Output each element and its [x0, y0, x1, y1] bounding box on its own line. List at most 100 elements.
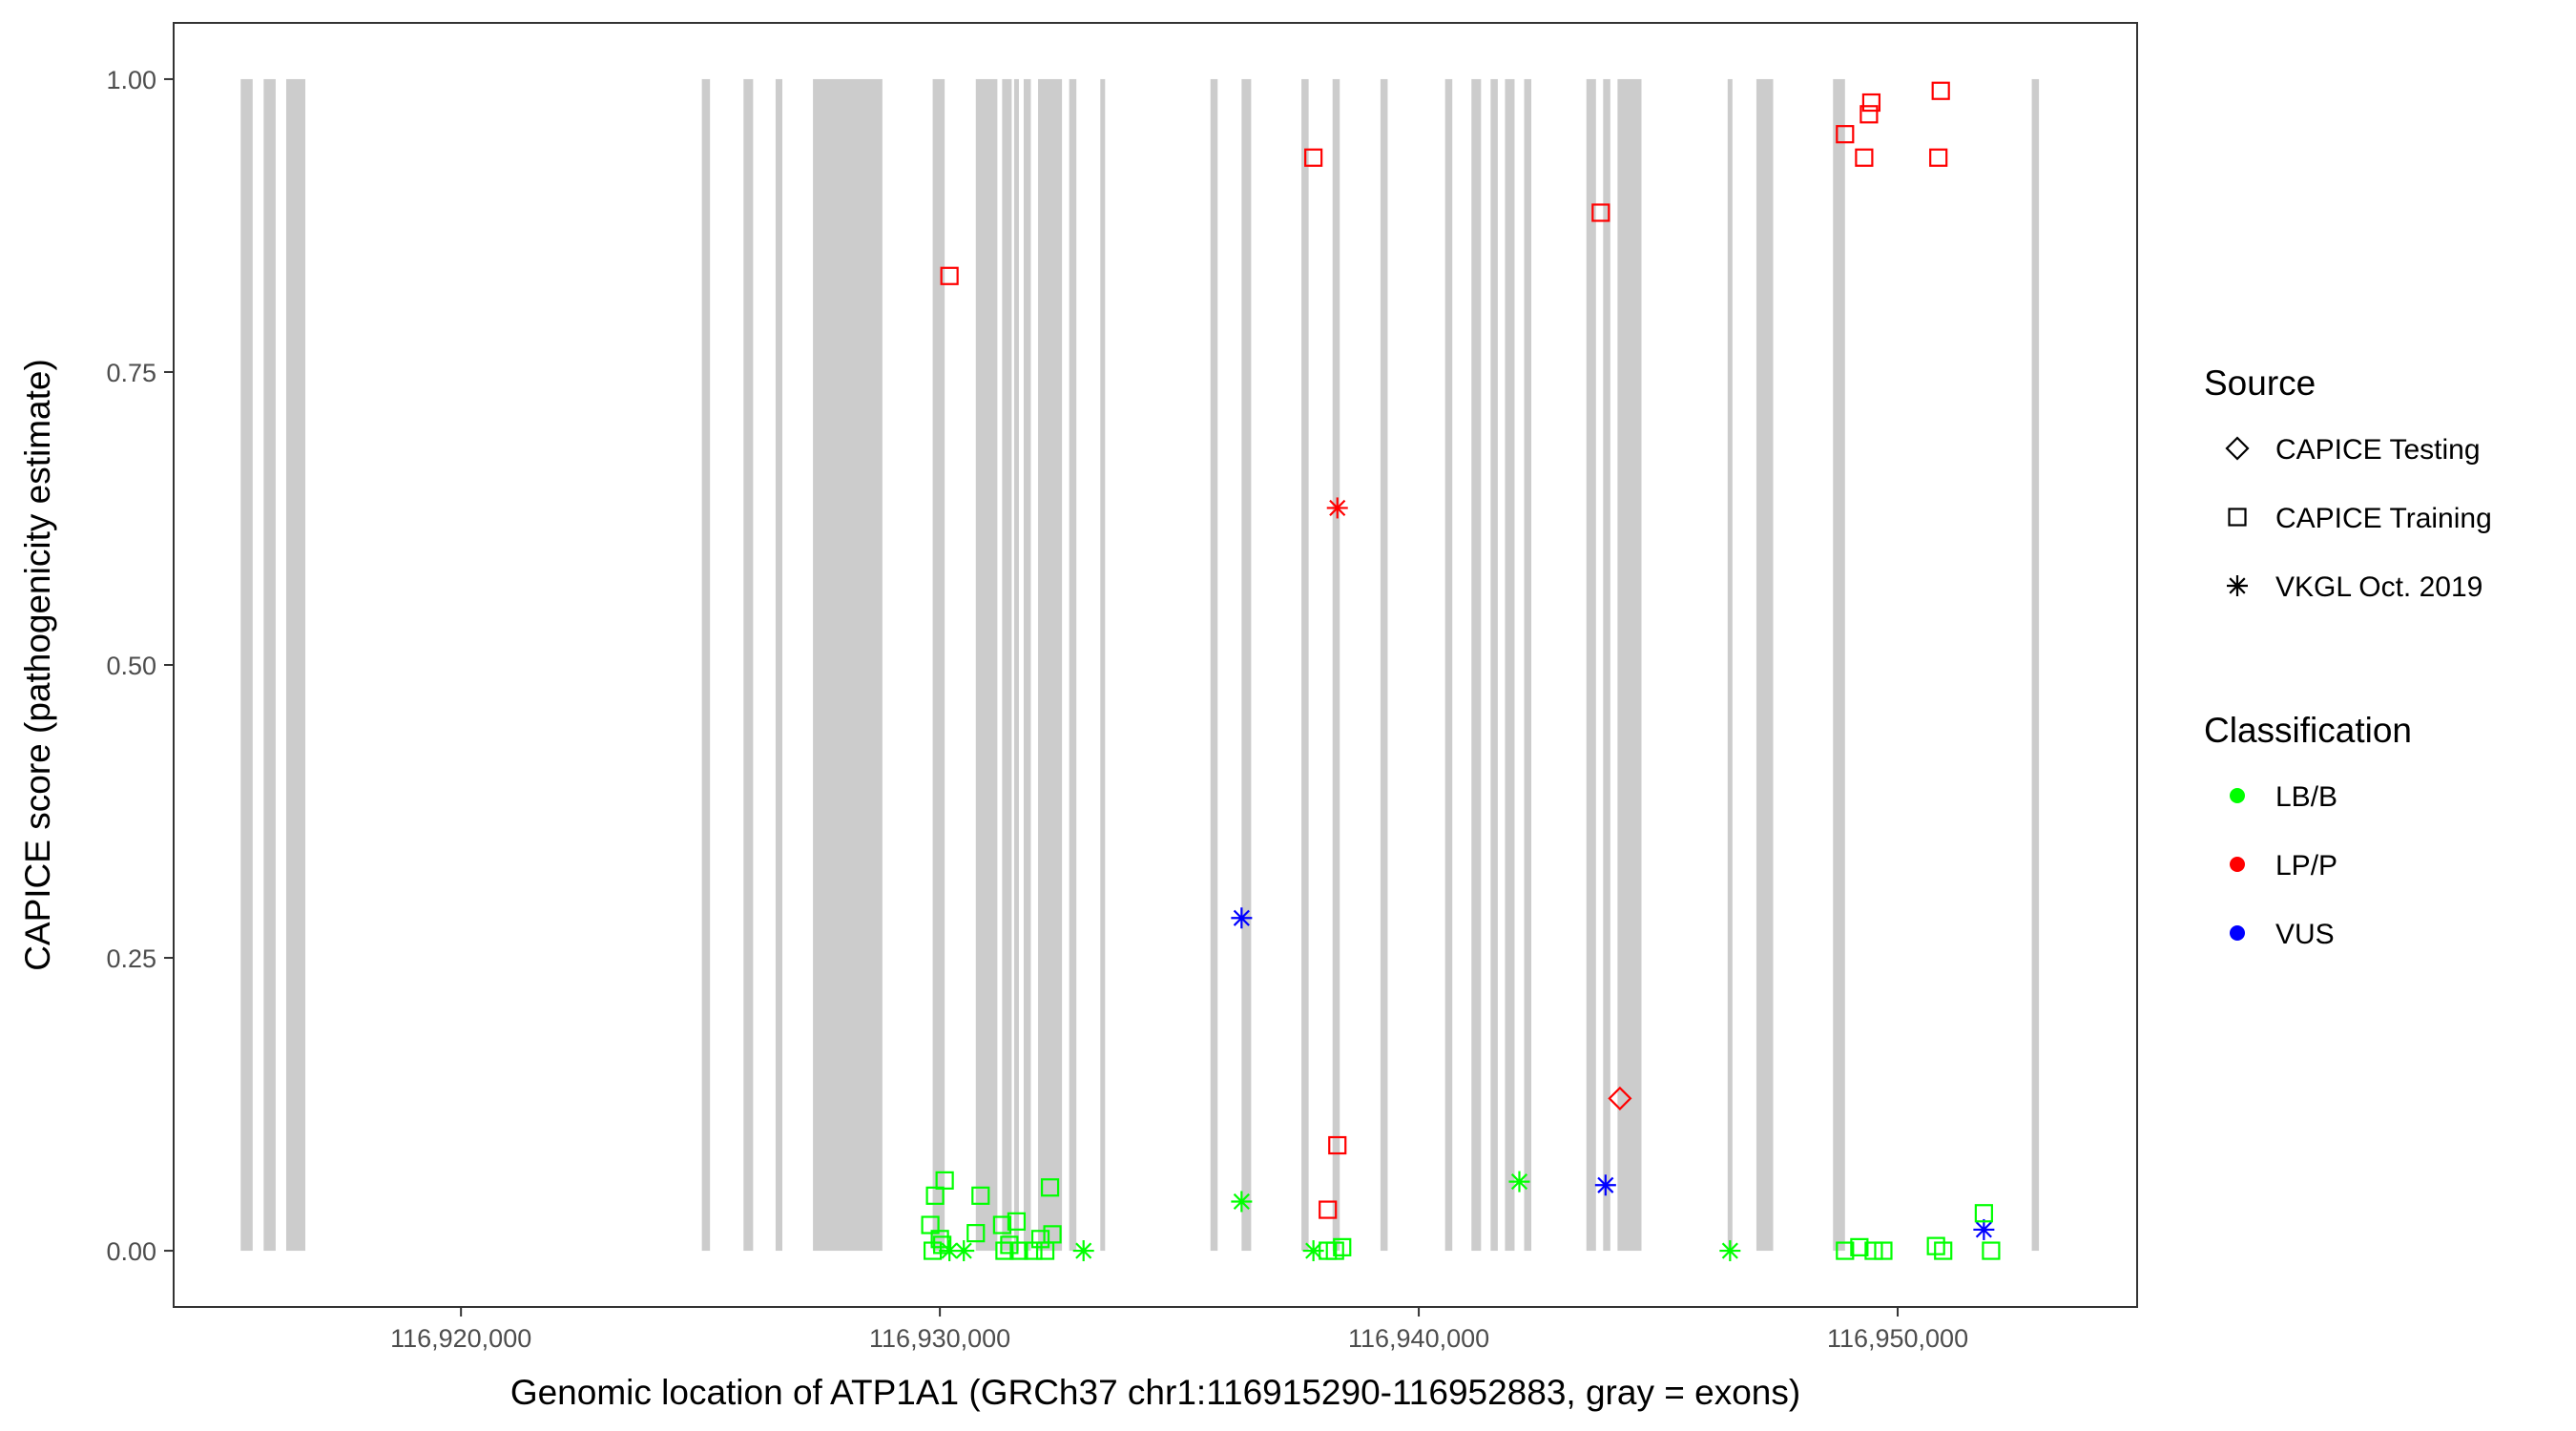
- data-point: [1594, 1174, 1616, 1196]
- data-point: [1009, 1241, 1028, 1260]
- points-layer: [921, 81, 2001, 1262]
- x-axis-title: Genomic location of ATP1A1 (GRCh37 chr1:…: [510, 1373, 1800, 1412]
- data-point: [1231, 1191, 1253, 1213]
- data-point: [925, 1186, 945, 1205]
- exon-band: [975, 78, 998, 1252]
- exon-band: [1603, 78, 1610, 1252]
- data-point: [1982, 1241, 2001, 1260]
- exon-band: [1069, 78, 1077, 1252]
- data-point: [1836, 1241, 1855, 1260]
- y-axis-title: CAPICE score (pathogenicity estimate): [18, 359, 57, 971]
- y-axis: 0.00 0.25 0.50 0.75 1.00: [106, 66, 174, 1266]
- exon-band: [1490, 78, 1498, 1252]
- data-point: [1326, 497, 1348, 519]
- data-point: [992, 1215, 1011, 1234]
- data-point: [1608, 1086, 1632, 1110]
- data-point: [1328, 1135, 1347, 1155]
- data-point: [1974, 1204, 1993, 1223]
- exon-band: [285, 78, 306, 1252]
- legend-key-square: [2228, 508, 2247, 527]
- exon-band: [1332, 78, 1340, 1252]
- legend-source-label: VKGL Oct. 2019: [2275, 571, 2483, 603]
- x-tick-label: 116,940,000: [1348, 1324, 1489, 1353]
- data-point: [1931, 81, 1950, 100]
- exon-band: [1755, 78, 1774, 1252]
- data-point: [1859, 105, 1879, 124]
- data-point: [1861, 93, 1881, 113]
- data-point: [1072, 1240, 1094, 1262]
- data-point: [1231, 907, 1253, 929]
- legend-class-label: LP/P: [2275, 850, 2337, 881]
- data-point: [1850, 1237, 1869, 1256]
- data-point: [966, 1224, 986, 1243]
- exon-band: [813, 78, 883, 1252]
- legend-key-dot: [2230, 925, 2245, 941]
- legend-source-label: CAPICE Testing: [2275, 434, 2481, 466]
- exon-band: [1471, 78, 1482, 1252]
- data-point: [933, 1235, 952, 1255]
- legend-source-items: CAPICE Testing CAPICE Training VKGL Oct. 2…: [2225, 434, 2492, 603]
- exon-band: [2031, 78, 2040, 1252]
- exon-band: [1210, 78, 1218, 1252]
- data-point: [1719, 1240, 1741, 1262]
- data-point: [1302, 1240, 1324, 1262]
- exon-band: [775, 78, 782, 1252]
- data-point: [1304, 148, 1323, 167]
- exon-band: [1301, 78, 1309, 1252]
- y-tick-label: 0.25: [106, 944, 156, 973]
- x-tick-label: 116,950,000: [1827, 1324, 1968, 1353]
- legend-key-diamond: [2225, 436, 2250, 461]
- legend: Source CAPICE Testing CAPICE Training VKGL…: [2204, 363, 2492, 950]
- exon-band: [1833, 78, 1845, 1252]
- data-point: [995, 1241, 1014, 1260]
- data-point: [1319, 1200, 1338, 1219]
- exon-band: [240, 78, 253, 1252]
- y-tick-label: 0.00: [106, 1237, 156, 1266]
- data-point: [1508, 1171, 1530, 1192]
- data-point: [1040, 1178, 1060, 1197]
- legend-source-label: CAPICE Training: [2275, 503, 2492, 534]
- data-point: [953, 1240, 975, 1262]
- exon-band: [1023, 78, 1031, 1252]
- x-tick-label: 116,920,000: [390, 1324, 531, 1353]
- exon-band: [1013, 78, 1019, 1252]
- exon-band: [1524, 78, 1532, 1252]
- data-point: [1836, 125, 1855, 144]
- exon-band: [1444, 78, 1453, 1252]
- legend-key-dot: [2230, 857, 2245, 872]
- legend-key-asterisk: [2227, 575, 2248, 596]
- data-point: [1024, 1241, 1043, 1260]
- data-point: [940, 266, 959, 285]
- legend-class-label: LB/B: [2275, 781, 2337, 813]
- x-axis: 116,920,000 116,930,000 116,940,000 116,950…: [390, 1307, 1968, 1353]
- data-point: [971, 1186, 990, 1205]
- exon-band: [932, 78, 945, 1252]
- data-point: [1591, 203, 1610, 222]
- y-tick-label: 0.50: [106, 652, 156, 680]
- data-point: [921, 1215, 940, 1234]
- exon-band: [743, 78, 754, 1252]
- data-point: [1874, 1241, 1893, 1260]
- exon-band: [1038, 78, 1063, 1252]
- data-point: [935, 1171, 954, 1190]
- exon-band: [701, 78, 711, 1252]
- exon-band: [1617, 78, 1642, 1252]
- exon-layer: [240, 78, 2040, 1252]
- panel-background: [174, 23, 2137, 1307]
- data-point: [1000, 1235, 1019, 1255]
- data-point: [1934, 1241, 1953, 1260]
- data-point: [1035, 1241, 1055, 1260]
- exon-band: [1586, 78, 1596, 1252]
- legend-key-dot: [2230, 788, 2245, 803]
- legend-class-items: LB/B LP/P VUS: [2230, 781, 2337, 950]
- y-tick-label: 0.75: [106, 359, 156, 387]
- data-point: [1973, 1218, 1995, 1240]
- exon-band: [1505, 78, 1515, 1252]
- exon-band: [1002, 78, 1012, 1252]
- data-point: [923, 1241, 943, 1260]
- legend-source-title: Source: [2204, 363, 2316, 403]
- legend-classification-title: Classification: [2204, 711, 2412, 750]
- data-point: [1929, 148, 1948, 167]
- exon-band: [1727, 78, 1733, 1252]
